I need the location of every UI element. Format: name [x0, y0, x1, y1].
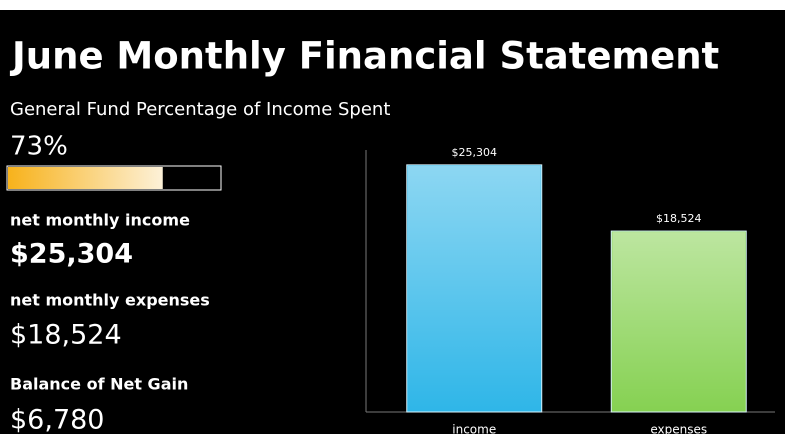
metric-value: $18,524 [10, 320, 122, 351]
bar-sheen [407, 165, 541, 411]
bar-sheen [612, 232, 746, 411]
metric-label: net monthly expenses [10, 291, 210, 310]
x-tick-label: expenses [650, 423, 707, 434]
progress-fill [8, 167, 163, 189]
title: June Monthly Financial Statement [9, 35, 719, 78]
metric-value: $25,304 [10, 239, 133, 270]
subtitle: General Fund Percentage of Income Spent [10, 99, 390, 120]
data-label: $25,304 [452, 146, 498, 159]
data-label: $18,524 [656, 212, 702, 225]
percent-label: 73% [10, 132, 68, 162]
metric-value: $6,780 [10, 405, 104, 434]
metric-label: Balance of Net Gain [10, 375, 188, 394]
metric-label: net monthly income [10, 211, 190, 230]
x-tick-label: income [452, 423, 496, 434]
